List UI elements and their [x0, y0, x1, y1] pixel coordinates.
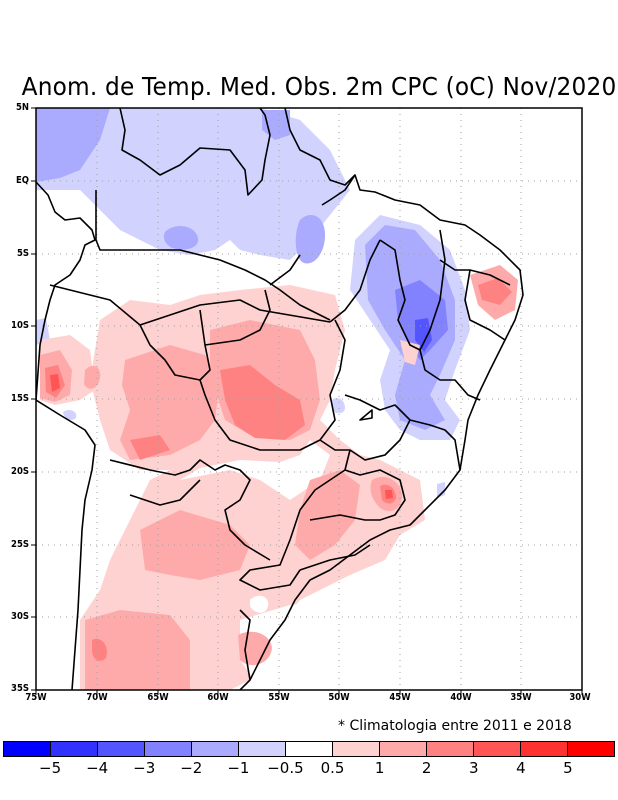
- lat-label: 10S: [11, 320, 29, 331]
- colorbar-swatch: [568, 742, 614, 756]
- anomaly-region: [84, 365, 101, 389]
- colorbar-label: 3: [468, 759, 479, 777]
- lat-label: 30S: [11, 611, 29, 622]
- colorbar-swatch: [4, 742, 51, 756]
- anomaly-region: [92, 638, 107, 661]
- anomaly-region: [63, 410, 77, 420]
- lat-label: EQ: [15, 175, 29, 186]
- anomaly-region: [437, 482, 445, 498]
- state-border: [321, 174, 356, 206]
- anomaly-region: [478, 278, 512, 305]
- anomaly-region: [36, 108, 110, 182]
- lat-label: 5S: [16, 248, 29, 259]
- anomaly-shading: [36, 108, 582, 690]
- anomaly-region: [220, 365, 305, 440]
- colorbar-label: −3: [133, 759, 156, 777]
- lon-label: 40W: [450, 692, 472, 703]
- lon-label: 30W: [569, 692, 591, 703]
- state-border: [319, 394, 411, 461]
- state-border: [239, 449, 351, 591]
- state-border: [269, 254, 301, 286]
- colorbar-swatch: [286, 742, 333, 756]
- colorbar-label: −2: [180, 759, 203, 777]
- state-border: [379, 229, 446, 351]
- lon-label: 70W: [86, 692, 108, 703]
- anomaly-region: [180, 440, 330, 500]
- state-border: [239, 609, 251, 681]
- lat-label: 20S: [11, 466, 29, 477]
- tick-marks: [31, 107, 583, 695]
- coastline: [36, 181, 96, 401]
- state-border: [109, 459, 271, 561]
- anomaly-region: [140, 510, 250, 580]
- coastline: [119, 108, 271, 196]
- colorbar-swatch: [239, 742, 286, 756]
- lon-label: 65W: [147, 692, 169, 703]
- colorbar-swatch: [51, 742, 98, 756]
- lon-label: 50W: [328, 692, 350, 703]
- lat-label: 15S: [11, 393, 29, 404]
- lat-label: 25S: [11, 539, 29, 550]
- anomaly-region: [36, 108, 350, 260]
- state-border: [299, 544, 371, 571]
- colorbar-swatch: [333, 742, 380, 756]
- colorbar-swatch: [474, 742, 521, 756]
- colorbar-label: 5: [563, 759, 573, 777]
- anomaly-region: [85, 610, 190, 690]
- lon-label: 55W: [268, 692, 290, 703]
- state-border: [329, 239, 381, 323]
- state-border: [129, 479, 201, 506]
- colorbar-label: −0.5: [267, 759, 304, 777]
- state-border: [309, 469, 406, 521]
- lat-label: 5N: [15, 102, 29, 113]
- lon-label: 60W: [207, 692, 229, 703]
- anomaly-region: [400, 340, 420, 365]
- colorbar-swatch: [521, 742, 568, 756]
- colorbar-swatch: [380, 742, 427, 756]
- state-border: [419, 349, 481, 401]
- colorbar: [3, 741, 615, 757]
- state-border: [139, 309, 211, 381]
- state-border: [464, 269, 506, 341]
- colorbar-label: −4: [86, 759, 109, 777]
- colorbar-swatch: [98, 742, 145, 756]
- state-border: [204, 289, 271, 346]
- coastline: [239, 108, 524, 690]
- state-border: [95, 190, 331, 321]
- country-borders: [36, 108, 524, 690]
- anomaly-region: [295, 470, 360, 560]
- colorbar-label: 2: [421, 759, 432, 777]
- state-border: [409, 419, 461, 471]
- colorbar-label: 0.5: [320, 759, 345, 777]
- state-border: [49, 284, 331, 326]
- anomaly-region: [120, 345, 220, 460]
- lon-label: 45W: [389, 692, 411, 703]
- gridlines: [36, 108, 582, 690]
- state-border: [199, 319, 346, 451]
- climatology-note: * Climatologia entre 2011 e 2018: [338, 718, 572, 734]
- colorbar-swatch: [192, 742, 239, 756]
- colorbar-swatch: [145, 742, 192, 756]
- colorbar-label: −1: [227, 759, 250, 777]
- lon-label: 75W: [25, 692, 47, 703]
- anomaly-region: [240, 600, 345, 688]
- anomaly-region: [295, 215, 325, 264]
- coastline: [36, 399, 96, 690]
- anomaly-region: [130, 435, 170, 460]
- anomaly-region: [415, 318, 432, 352]
- anomaly-region: [50, 374, 60, 392]
- colorbar-label: 4: [516, 759, 526, 777]
- lon-label: 35W: [510, 692, 532, 703]
- colorbar-label: 1: [374, 759, 385, 777]
- state-border: [359, 409, 373, 421]
- colorbar-swatch: [427, 742, 474, 756]
- anomaly-region: [250, 595, 269, 613]
- anomaly-region: [385, 490, 393, 499]
- colorbar-label: −5: [39, 759, 62, 777]
- anomaly-region: [332, 397, 345, 414]
- lat-label: 35S: [11, 683, 29, 694]
- map-title: Anom. de Temp. Med. Obs. 2m CPC (oC) Nov…: [21, 72, 617, 101]
- anomaly-region: [163, 226, 199, 250]
